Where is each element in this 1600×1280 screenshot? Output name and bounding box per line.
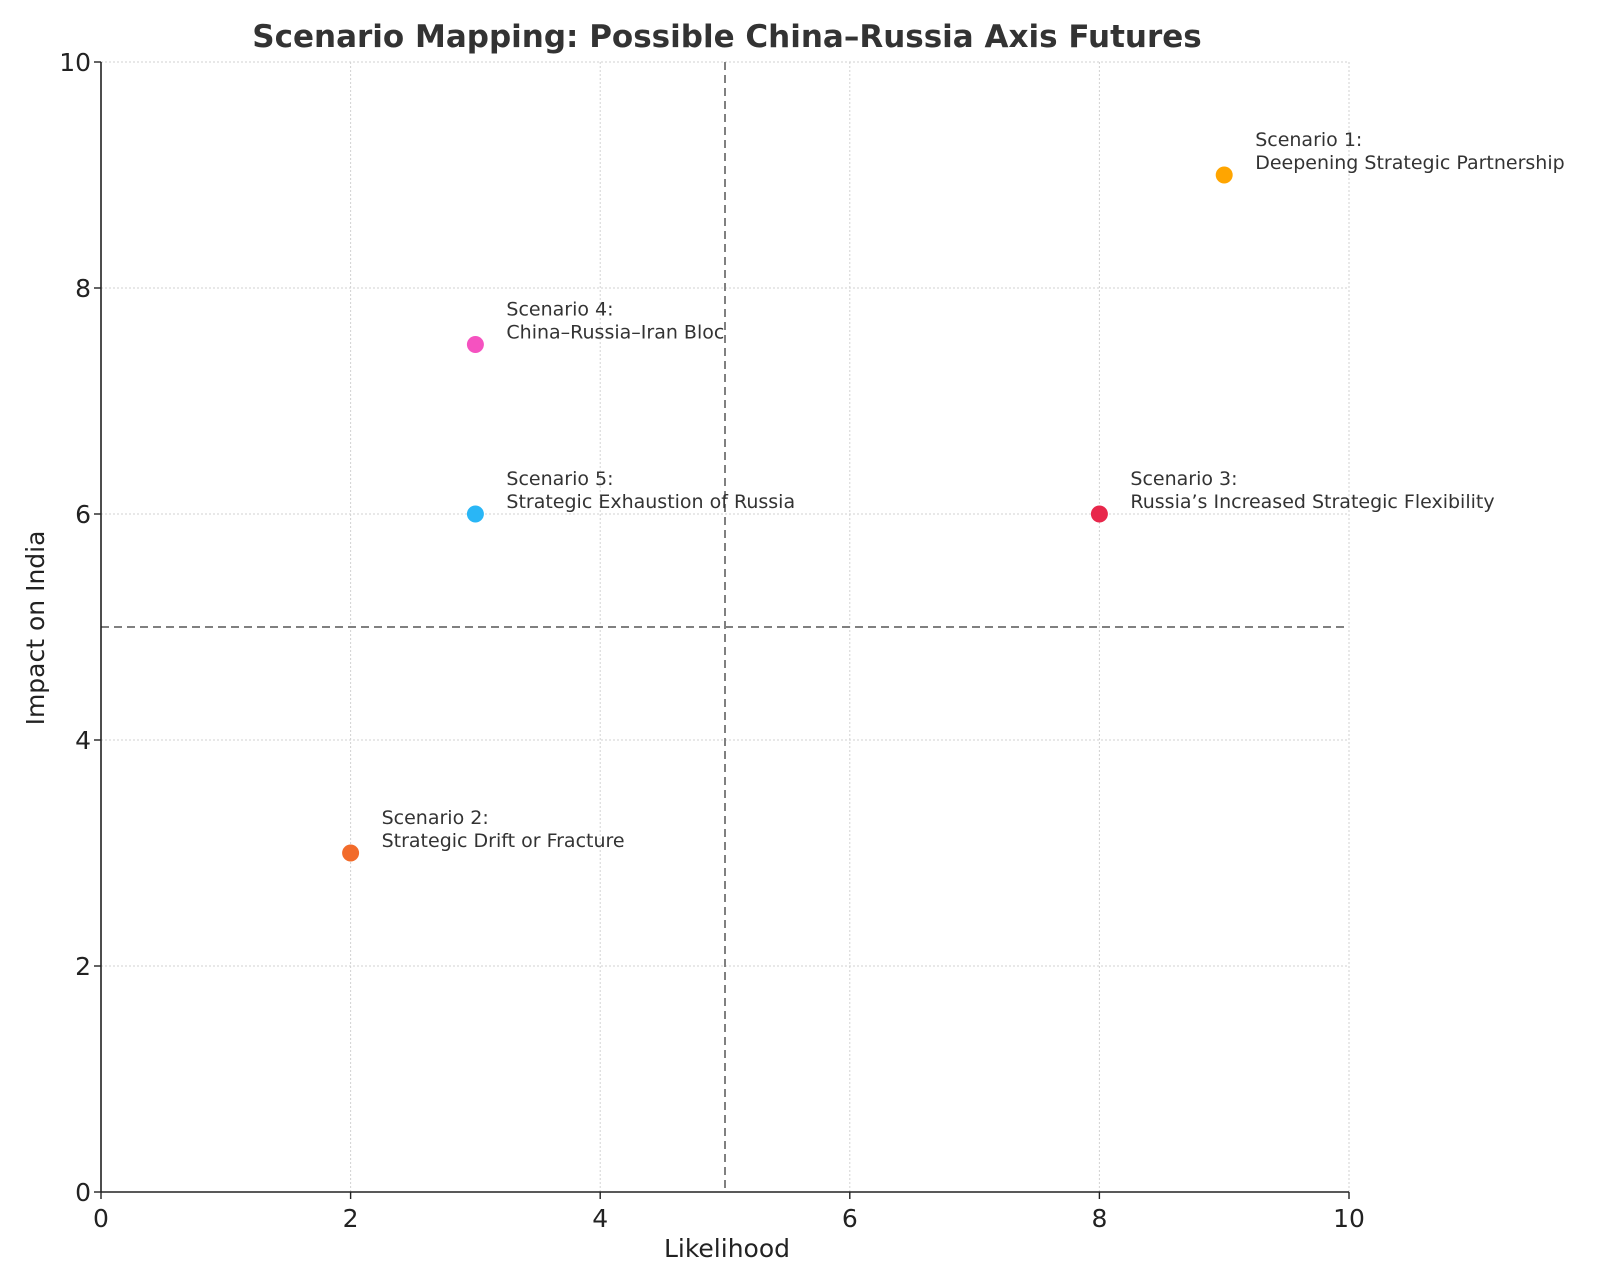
y-tick-label-4: 8 [75,274,91,303]
scenario-label-line2-3: Russia’s Increased Strategic Flexibility [1130,491,1494,513]
scenario-point-3 [1090,505,1108,523]
point-labels: Scenario 1:Deepening Strategic Partnersh… [382,129,1565,852]
scenario-label-line1-3: Scenario 3: [1130,468,1237,490]
x-tick-label-4: 8 [1091,1204,1107,1233]
scenario-label-line2-4: China–Russia–Iran Bloc [506,322,724,344]
scenario-label-line2-1: Deepening Strategic Partnership [1255,152,1564,174]
scenario-label-line1-2: Scenario 2: [382,807,489,829]
scenario-label-4: Scenario 4:China–Russia–Iran Bloc [506,299,724,344]
y-tick-label-2: 4 [75,726,91,755]
x-tick-label-3: 6 [842,1204,858,1233]
scenario-label-5: Scenario 5:Strategic Exhaustion of Russi… [506,468,795,513]
x-axis-label: Likelihood [664,1234,790,1263]
tick-labels: 0 2 4 6 8 10 0 2 4 6 8 10 [59,48,1365,1233]
y-tick-label-5: 10 [59,48,91,77]
scenario-label-line1-4: Scenario 4: [506,299,613,321]
scenario-point-2 [342,844,360,862]
x-tick-label-5: 10 [1333,1204,1365,1233]
scenario-label-line1-1: Scenario 1: [1255,129,1362,151]
x-tick-label-1: 2 [343,1204,359,1233]
x-tick-label-2: 4 [592,1204,608,1233]
scenario-point-4 [466,336,484,353]
y-tick-label-3: 6 [75,500,91,529]
reference-lines [101,62,1349,1192]
scenario-label-3: Scenario 3:Russia’s Increased Strategic … [1130,468,1494,513]
scenario-label-line2-5: Strategic Exhaustion of Russia [506,491,795,513]
chart-title: Scenario Mapping: Possible China–Russia … [252,19,1201,55]
scenario-point-1 [1215,166,1233,184]
y-axis-label: Impact on India [21,531,50,726]
scenario-point-5 [466,505,484,523]
data-points [342,166,1233,862]
axes [94,61,1350,1199]
scenario-label-line2-2: Strategic Drift or Fracture [382,830,625,852]
scenario-label-2: Scenario 2:Strategic Drift or Fracture [382,807,625,852]
scenario-label-1: Scenario 1:Deepening Strategic Partnersh… [1255,129,1564,174]
y-tick-label-1: 2 [75,952,91,981]
y-tick-label-0: 0 [75,1178,91,1207]
x-tick-label-0: 0 [93,1204,109,1233]
scenario-label-line1-5: Scenario 5: [506,468,613,490]
